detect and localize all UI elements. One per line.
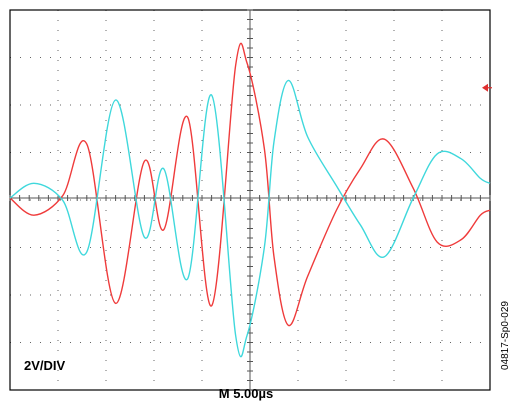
volts-per-div-label: 2V/DIV [24,358,66,373]
figure-id-label: 04817-Sp0-029 [500,301,511,370]
trace-ch2 [9,79,491,358]
trace-ch1 [9,42,491,327]
reference-marker-icon [482,83,488,92]
timebase-label: M 5.00µs [218,386,274,401]
